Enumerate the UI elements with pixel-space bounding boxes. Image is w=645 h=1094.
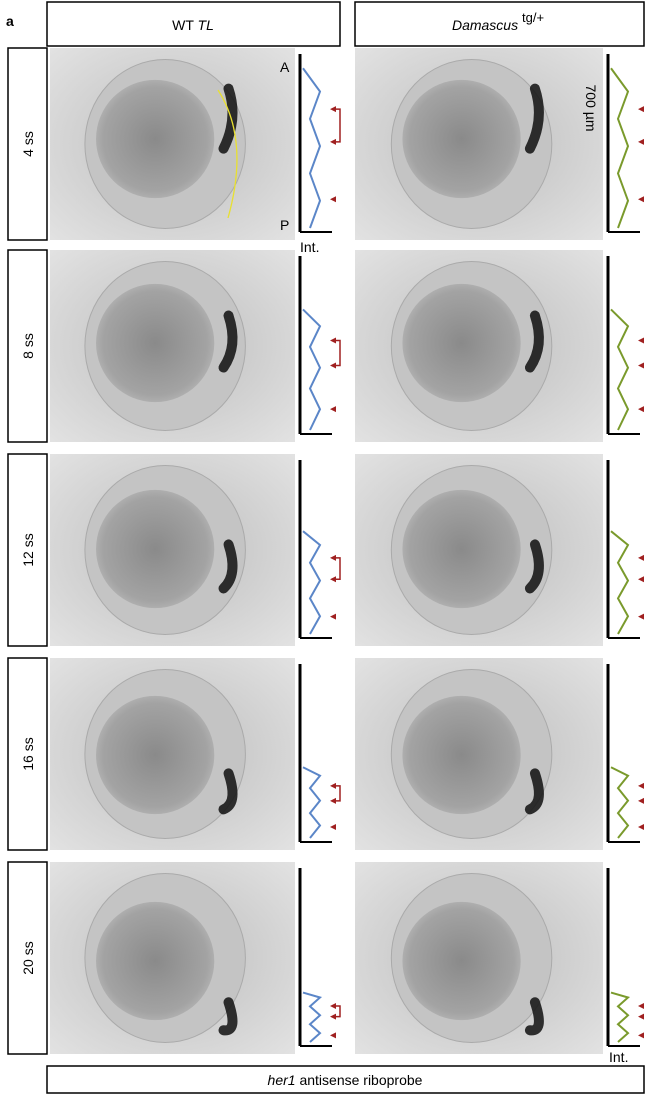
yolk (402, 695, 521, 815)
peak-arrowhead (638, 824, 644, 831)
yolk (96, 901, 215, 1021)
footer-box (46, 1065, 645, 1094)
stripe (218, 768, 238, 815)
peak-arrowhead (330, 1032, 336, 1039)
header-text: WT (172, 17, 194, 33)
peak-arrowhead (638, 196, 644, 203)
peak-arrowhead (638, 138, 644, 145)
peak-arrowhead (330, 554, 336, 561)
peak-arrowhead (638, 1002, 644, 1009)
intensity-profile (610, 530, 630, 635)
peak-arrowhead (330, 797, 336, 804)
stripe (524, 310, 544, 373)
stripe (524, 539, 544, 594)
anterior-label: A (280, 59, 290, 75)
footer-text: antisense riboprobe (299, 1072, 422, 1088)
stripe (524, 997, 544, 1036)
yolk (402, 901, 521, 1021)
header-italic: TL (198, 17, 214, 33)
row-label-box (7, 861, 48, 1055)
column-header: Damascus tg/+ (452, 10, 544, 33)
scale-label: 700 µm (583, 85, 599, 132)
period-bracket (336, 557, 341, 581)
peak-arrowhead (638, 362, 644, 369)
yolk (96, 489, 215, 609)
peak-arrowhead (638, 106, 644, 113)
panel-label: a (6, 13, 14, 29)
intensity-profile (302, 991, 323, 1043)
intensity-label: Int. (300, 239, 319, 255)
peak-arrowhead (330, 824, 336, 831)
peak-arrowhead (638, 554, 644, 561)
column-header-box (46, 1, 341, 47)
row-label-box (7, 657, 48, 851)
intensity-profile (610, 766, 630, 839)
column-header-box (354, 1, 645, 47)
stripe (524, 83, 544, 154)
intensity-profile (302, 766, 322, 839)
peak-arrowhead (330, 613, 336, 620)
peak-arrowhead (330, 1002, 336, 1009)
yolk (96, 79, 215, 199)
peak-arrowhead (330, 106, 336, 113)
intensity-profile (610, 67, 630, 229)
yolk (402, 489, 521, 609)
intensity-profile (302, 67, 322, 229)
row-label-box (7, 47, 48, 241)
yolk (402, 283, 521, 403)
peak-arrowhead (330, 196, 336, 203)
peak-arrowhead (638, 576, 644, 583)
row-label: 20 ss (20, 941, 36, 974)
header-superscript: tg/+ (522, 10, 544, 25)
peak-arrowhead (638, 797, 644, 804)
yolk (96, 283, 215, 403)
stripe (218, 83, 238, 154)
stripe (218, 539, 238, 594)
row-label-box (7, 453, 48, 647)
intensity-profile (610, 308, 630, 431)
peak-arrowhead (638, 782, 644, 789)
outline (217, 89, 238, 219)
period-bracket (336, 108, 341, 143)
peak-arrowhead (638, 1032, 644, 1039)
peak-arrowhead (330, 782, 336, 789)
column-header: WT TL (172, 17, 214, 33)
posterior-label: P (280, 217, 289, 233)
period-bracket (336, 1005, 341, 1018)
peak-arrowhead (638, 337, 644, 344)
row-label-box (7, 249, 48, 443)
peak-arrowhead (330, 138, 336, 145)
intensity-profile (302, 530, 322, 635)
stripe (524, 768, 544, 815)
peak-arrowhead (638, 1013, 644, 1020)
period-bracket (336, 785, 341, 802)
peak-arrowhead (330, 576, 336, 583)
stripe (218, 997, 238, 1036)
peak-arrowhead (330, 1013, 336, 1020)
row-label: 8 ss (20, 333, 36, 359)
peak-arrowhead (330, 337, 336, 344)
peak-arrowhead (638, 406, 644, 413)
period-bracket (336, 339, 341, 367)
row-label: 16 ss (20, 737, 36, 770)
row-label: 12 ss (20, 533, 36, 566)
footer: her1 antisense riboprobe (268, 1072, 423, 1088)
stripe (218, 310, 238, 373)
footer-italic: her1 (268, 1072, 296, 1088)
peak-arrowhead (638, 613, 644, 620)
yolk (402, 79, 521, 199)
peak-arrowhead (330, 406, 336, 413)
intensity-profile (610, 991, 631, 1043)
peak-arrowhead (330, 362, 336, 369)
header-italic: Damascus (452, 17, 518, 33)
intensity-profile (302, 308, 322, 431)
yolk (96, 695, 215, 815)
row-label: 4 ss (20, 131, 36, 157)
intensity-label: Int. (609, 1049, 628, 1065)
